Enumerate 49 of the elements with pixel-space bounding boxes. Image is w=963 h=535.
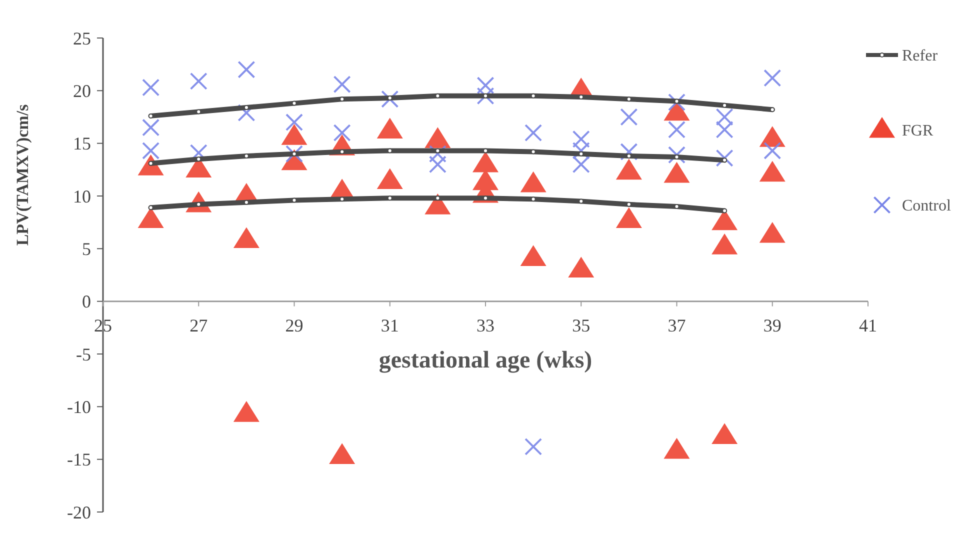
point [764, 142, 782, 160]
x-tick-label: 31 [380, 315, 399, 336]
point [664, 438, 690, 459]
point [428, 156, 446, 174]
point [716, 149, 734, 167]
point [190, 72, 208, 90]
x-tick-label: 37 [668, 315, 686, 336]
point [620, 108, 638, 126]
point [668, 120, 686, 138]
point [668, 146, 686, 164]
point [333, 124, 351, 142]
legend-label: Control [902, 198, 952, 215]
y-tick-label: -10 [67, 396, 91, 417]
y-axis-title: LPV(TAMXV)cm/s [13, 104, 32, 246]
point [238, 60, 256, 78]
point [142, 142, 160, 160]
point [668, 93, 686, 112]
x-tick-label: 29 [285, 315, 304, 336]
point [476, 76, 494, 94]
y-tick-label: 0 [82, 292, 91, 312]
x-axis-title: gestational age (wks) [378, 347, 592, 374]
x-tick-label: 33 [476, 315, 494, 336]
point [381, 90, 399, 108]
point [142, 118, 160, 136]
point [285, 113, 304, 132]
x-tick-label: 39 [763, 315, 782, 336]
y-tick-label: 20 [73, 80, 91, 101]
point [233, 401, 260, 422]
legend-label: Refer [902, 48, 938, 65]
point [329, 443, 356, 464]
y-tick-label: -20 [67, 502, 91, 522]
y-tick-label: 15 [73, 134, 91, 154]
y-tick-label: 10 [73, 186, 91, 206]
y-tick-label: -5 [76, 344, 91, 364]
point [333, 76, 351, 94]
y-tick-label: 5 [82, 238, 91, 259]
point [142, 78, 160, 96]
point [524, 124, 542, 142]
x-tick-label: 27 [190, 315, 208, 336]
point [764, 69, 782, 87]
y-tick-label: 25 [73, 28, 91, 48]
y-tick-label: -15 [67, 450, 91, 470]
point [712, 423, 738, 444]
point [476, 87, 494, 105]
point [428, 145, 446, 163]
x-tick-label: 35 [572, 315, 590, 336]
point [620, 142, 638, 161]
legend-label: FGR [902, 122, 934, 140]
x-tick-label: 41 [859, 315, 877, 336]
